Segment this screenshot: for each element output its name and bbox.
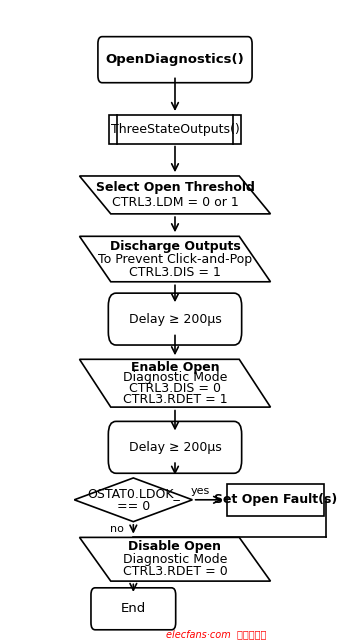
Polygon shape: [80, 236, 270, 282]
Polygon shape: [74, 478, 192, 522]
FancyBboxPatch shape: [98, 37, 252, 82]
Bar: [227, 484, 324, 516]
Text: Delay ≥ 200μs: Delay ≥ 200μs: [129, 312, 221, 326]
Text: Diagnostic Mode: Diagnostic Mode: [123, 372, 227, 384]
Text: CTRL3.RDET = 1: CTRL3.RDET = 1: [123, 393, 227, 406]
Text: no: no: [110, 524, 124, 534]
FancyBboxPatch shape: [91, 588, 176, 630]
Text: OSTAT0.LDOK_: OSTAT0.LDOK_: [87, 487, 180, 500]
Text: Enable Open: Enable Open: [131, 361, 219, 374]
Text: Set Open Fault(s): Set Open Fault(s): [214, 493, 337, 506]
Text: CTRL3.RDET = 0: CTRL3.RDET = 0: [122, 565, 227, 578]
Text: Select Open Threshold: Select Open Threshold: [96, 181, 255, 194]
Text: yes: yes: [190, 486, 210, 496]
Text: Discharge Outputs: Discharge Outputs: [110, 240, 240, 252]
FancyBboxPatch shape: [108, 421, 242, 473]
Text: ThreeStateOutputs(): ThreeStateOutputs(): [110, 123, 239, 136]
Polygon shape: [80, 359, 270, 407]
Text: CTRL3.DIS = 1: CTRL3.DIS = 1: [129, 265, 221, 279]
FancyBboxPatch shape: [108, 293, 242, 345]
Polygon shape: [80, 176, 270, 214]
Polygon shape: [80, 537, 270, 581]
Text: Diagnostic Mode: Diagnostic Mode: [123, 553, 227, 565]
Text: End: End: [121, 602, 146, 615]
Text: Disable Open: Disable Open: [129, 540, 222, 553]
Bar: [109, 115, 241, 144]
Text: To Prevent Click-and-Pop: To Prevent Click-and-Pop: [98, 252, 252, 265]
Text: OpenDiagnostics(): OpenDiagnostics(): [105, 53, 244, 66]
Text: elecfans·com  电子发烧友: elecfans·com 电子发烧友: [166, 629, 267, 639]
Text: CTRL3.LDM = 0 or 1: CTRL3.LDM = 0 or 1: [112, 196, 238, 209]
Text: Delay ≥ 200μs: Delay ≥ 200μs: [129, 441, 221, 454]
Text: CTRL3.DIS = 0: CTRL3.DIS = 0: [129, 382, 221, 395]
Text: == 0: == 0: [117, 500, 150, 513]
